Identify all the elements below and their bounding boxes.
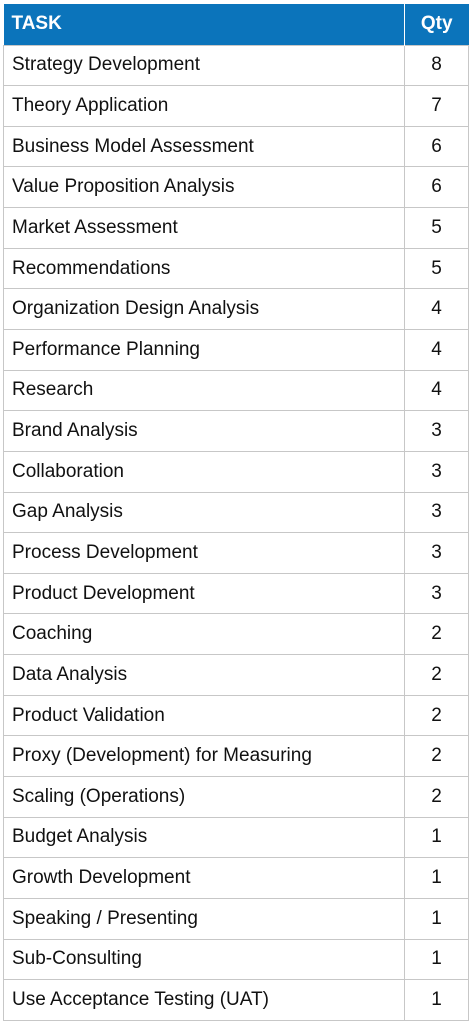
- qty-cell: 1: [404, 816, 469, 859]
- qty-cell: 2: [404, 694, 469, 737]
- task-cell: Market Assessment: [3, 207, 405, 249]
- table-row: Theory Application 7: [3, 85, 469, 127]
- table-row: Speaking / Presenting 1: [3, 897, 469, 940]
- task-cell: Budget Analysis: [3, 816, 405, 859]
- task-cell: Business Model Assessment: [3, 125, 405, 168]
- task-column-header: TASK: [3, 4, 405, 45]
- table-row: Scaling (Operations) 2: [3, 776, 469, 818]
- table-row: Collaboration 3: [3, 450, 469, 493]
- qty-cell: 2: [404, 735, 469, 778]
- table-row: Business Model Assessment 6: [3, 125, 469, 168]
- task-cell: Theory Application: [3, 85, 405, 127]
- table-row: Proxy (Development) for Measuring 2: [3, 735, 469, 778]
- qty-column-header: Qty: [420, 13, 453, 35]
- qty-cell: 4: [404, 328, 469, 371]
- task-quantity-table: TASK Qty Strategy Development 8 Theory App…: [3, 4, 469, 1021]
- table-row: Performance Planning 4: [3, 328, 469, 371]
- table-row: Market Assessment 5: [3, 207, 469, 249]
- task-cell: Data Analysis: [3, 654, 405, 696]
- table-row: Research 4: [3, 369, 469, 412]
- task-cell: Use Acceptance Testing (UAT): [3, 979, 405, 1021]
- qty-cell: 3: [404, 572, 469, 615]
- task-cell: Recommendations: [3, 247, 405, 290]
- task-cell: Process Development: [3, 532, 405, 574]
- task-cell: Speaking / Presenting: [3, 897, 405, 940]
- table-row: Value Proposition Analysis 6: [3, 166, 469, 209]
- qty-cell: 5: [404, 247, 469, 290]
- qty-cell: 2: [404, 613, 469, 656]
- table-row: Coaching 2: [3, 613, 469, 656]
- table-row: Gap Analysis 3: [3, 491, 469, 534]
- task-cell: Growth Development: [3, 857, 405, 899]
- qty-cell: 3: [404, 450, 469, 493]
- qty-cell: 1: [404, 897, 469, 940]
- task-cell: Research: [3, 369, 405, 412]
- qty-cell: 3: [404, 491, 469, 534]
- qty-cell: 3: [404, 410, 469, 452]
- table-row: Brand Analysis 3: [3, 410, 469, 452]
- task-cell: Gap Analysis: [3, 491, 405, 534]
- task-cell: Value Proposition Analysis: [3, 166, 405, 209]
- task-cell: Proxy (Development) for Measuring: [3, 735, 405, 778]
- table-row: Product Validation 2: [3, 694, 469, 737]
- qty-cell: 3: [404, 532, 469, 574]
- table-row: Product Development 3: [3, 572, 469, 615]
- qty-cell: 6: [404, 125, 469, 168]
- task-cell: Scaling (Operations): [3, 776, 405, 818]
- qty-cell: 2: [404, 776, 469, 818]
- table-row: Process Development 3: [3, 532, 469, 574]
- qty-cell: 6: [404, 166, 469, 209]
- task-cell: Product Development: [3, 572, 405, 615]
- qty-cell: 1: [404, 938, 469, 981]
- qty-cell: 5: [404, 207, 469, 249]
- task-cell: Performance Planning: [3, 328, 405, 371]
- table-row: Data Analysis 2: [3, 654, 469, 696]
- table-row: Sub-Consulting 1: [3, 938, 469, 981]
- table-row: Strategy Development 8: [3, 44, 469, 87]
- table-row: Organization Design Analysis 4: [3, 288, 469, 330]
- table-row: Use Acceptance Testing (UAT) 1: [3, 979, 469, 1021]
- qty-cell: 7: [404, 85, 469, 127]
- qty-cell: 4: [404, 369, 469, 412]
- header-row: TASK Qty: [3, 4, 469, 45]
- task-cell: Sub-Consulting: [3, 938, 405, 981]
- table-row: Recommendations 5: [3, 247, 469, 290]
- task-cell: Coaching: [3, 613, 405, 656]
- qty-cell: 1: [404, 979, 469, 1021]
- qty-cell: 8: [404, 44, 469, 87]
- task-cell: Brand Analysis: [3, 410, 405, 452]
- task-cell: Organization Design Analysis: [3, 288, 405, 330]
- table-row: Growth Development 1: [3, 857, 469, 899]
- qty-cell: 2: [404, 654, 469, 696]
- task-cell: Collaboration: [3, 450, 405, 493]
- table-row: Budget Analysis 1: [3, 816, 469, 859]
- task-cell: Product Validation: [3, 694, 405, 737]
- task-cell: Strategy Development: [3, 44, 405, 87]
- qty-cell: 1: [404, 857, 469, 899]
- qty-cell: 4: [404, 288, 469, 330]
